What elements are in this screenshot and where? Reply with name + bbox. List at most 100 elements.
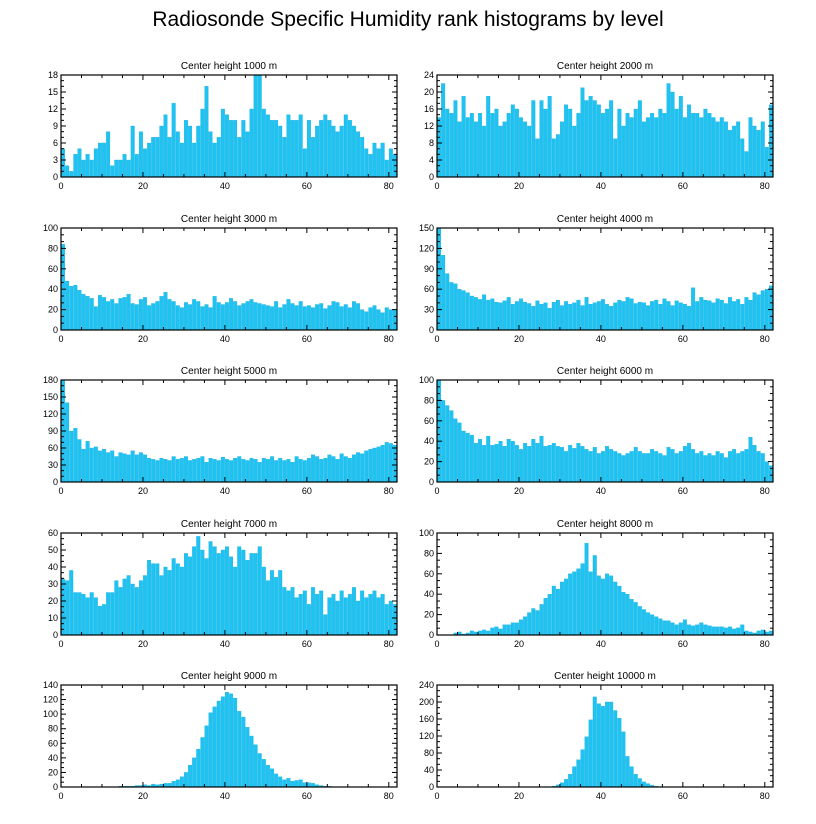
bar [502,624,507,636]
bar [319,303,324,331]
bar [126,294,131,331]
bar [687,306,691,331]
bar [212,296,217,331]
y-tick-label: 0 [53,630,58,640]
bar [588,304,593,331]
bar [601,299,605,331]
bar [122,578,127,636]
bar [736,453,741,483]
panel-6: Center height 6000 m 0 20 40 60 80 0 20 40 60 80 10… [419,366,774,496]
bar [138,452,143,483]
bar [760,453,765,483]
bar [519,298,523,331]
bar [208,458,213,483]
bar [617,108,622,178]
y-tick-label: 100 [419,375,434,385]
x-tick-label: 40 [220,639,230,649]
bar [331,125,336,178]
x-tick-label: 60 [302,334,312,344]
bar [114,580,119,636]
panel-9: Center height 9000 m 0 20 40 60 80 0 20 40 60 80 10… [43,671,398,801]
bar [527,125,532,178]
panel-title: Center height 8000 m [557,519,653,530]
x-tick-label: 20 [138,181,148,191]
bar [654,299,659,331]
bar [490,298,495,331]
y-tick-label: 140 [43,680,58,690]
bar [711,302,716,331]
bar [229,556,233,636]
bar [687,443,691,483]
bar [143,575,147,636]
bar [302,460,307,483]
bar [674,453,679,483]
bar [572,302,577,331]
bar [192,459,197,483]
bar [356,600,361,636]
bar [531,306,536,331]
bar [245,301,250,331]
panel-title: Center height 3000 m [181,214,277,225]
bar [327,305,332,331]
x-tick-label: 60 [678,334,688,344]
bar [393,604,397,636]
bar [134,454,139,483]
bar [155,137,160,178]
bar [478,630,482,636]
bar [478,439,482,483]
bar [376,446,381,483]
bar [580,87,585,178]
bar [732,125,737,178]
bar [461,96,466,178]
panel-7: Center height 7000 m 0 20 40 60 80 0 10 20 30 40 50… [48,519,398,649]
bar [723,303,728,331]
bar [715,626,720,636]
bar [572,448,577,483]
panel-title: Center height 1000 m [181,61,277,72]
bar [241,459,246,483]
bar [241,120,246,178]
bar [376,597,381,636]
bar [617,585,622,636]
bar [576,759,581,788]
bar [179,307,184,331]
bar [740,451,745,483]
bar [196,536,201,636]
y-tick-label: 20 [424,610,434,620]
bar [204,86,209,178]
y-tick-label: 0 [53,782,58,792]
bar [732,449,737,483]
bar [510,104,515,178]
bar [601,578,605,636]
bar [592,100,597,178]
bar [551,301,556,331]
bar [102,604,106,636]
y-tick-label: 60 [48,443,58,453]
bar [576,568,581,636]
bar [179,142,184,178]
y-tick-label: 200 [419,697,434,707]
bar [633,303,638,331]
bar [208,541,213,636]
bar [343,304,348,331]
x-tick-label: 20 [138,486,148,496]
bar [372,447,377,483]
bar [564,578,569,636]
bar [625,594,630,636]
bar [311,307,315,331]
y-tick-label: 40 [48,562,58,572]
x-tick-label: 0 [58,334,63,344]
bar [278,307,283,331]
bar [188,304,193,331]
bar [629,599,634,636]
y-tick-label: 120 [419,243,434,253]
bar [175,563,180,636]
bar [360,309,365,331]
y-tick-label: 120 [419,731,434,741]
bar [241,303,246,331]
bar [159,125,164,178]
x-tick-label: 20 [138,639,148,649]
bar [171,103,176,178]
bar [691,625,696,636]
bar [212,546,217,636]
